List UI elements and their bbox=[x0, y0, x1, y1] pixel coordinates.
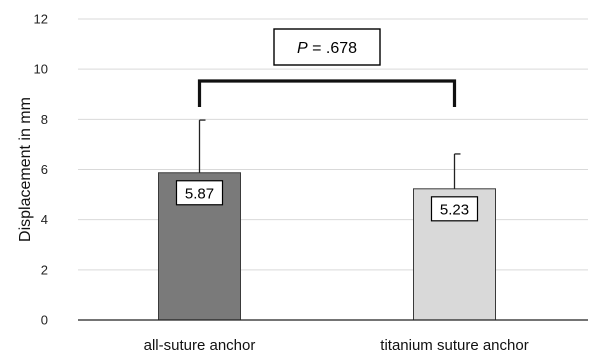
value-label-0: 5.87 bbox=[185, 185, 214, 202]
y-tick-label-0: 0 bbox=[41, 313, 48, 328]
p-value-italic-p: P bbox=[297, 40, 308, 57]
y-tick-label-8: 8 bbox=[41, 112, 48, 127]
y-tick-label-4: 4 bbox=[41, 212, 48, 227]
value-label-1: 5.23 bbox=[440, 201, 469, 218]
significance-bracket bbox=[197, 79, 457, 107]
p-value-text: = .678 bbox=[308, 40, 357, 57]
bars bbox=[158, 172, 496, 321]
y-tick-label-12: 12 bbox=[34, 12, 48, 27]
value-label-box-1 bbox=[430, 196, 479, 222]
p-value-annotation: P = .678 bbox=[273, 28, 381, 66]
y-axis-ticks: 0 2 4 6 8 10 12 bbox=[34, 12, 48, 328]
p-value-label: P = .678 bbox=[297, 40, 357, 57]
error-bars bbox=[198, 119, 461, 189]
x-category-label-0: all-suture anchor bbox=[144, 337, 256, 354]
value-label-box-0 bbox=[175, 180, 224, 206]
x-category-label-1: titanium suture anchor bbox=[380, 337, 528, 354]
y-axis-title: Displacement in mm bbox=[17, 97, 34, 242]
bracket-line bbox=[197, 79, 457, 107]
p-value-box bbox=[273, 28, 381, 66]
y-tick-label-2: 2 bbox=[41, 262, 48, 277]
value-labels: 5.87 5.23 bbox=[175, 180, 479, 222]
y-tick-label-10: 10 bbox=[34, 62, 48, 77]
x-axis-categories: all-suture anchor titanium suture anchor bbox=[144, 337, 529, 354]
y-tick-label-6: 6 bbox=[41, 162, 48, 177]
